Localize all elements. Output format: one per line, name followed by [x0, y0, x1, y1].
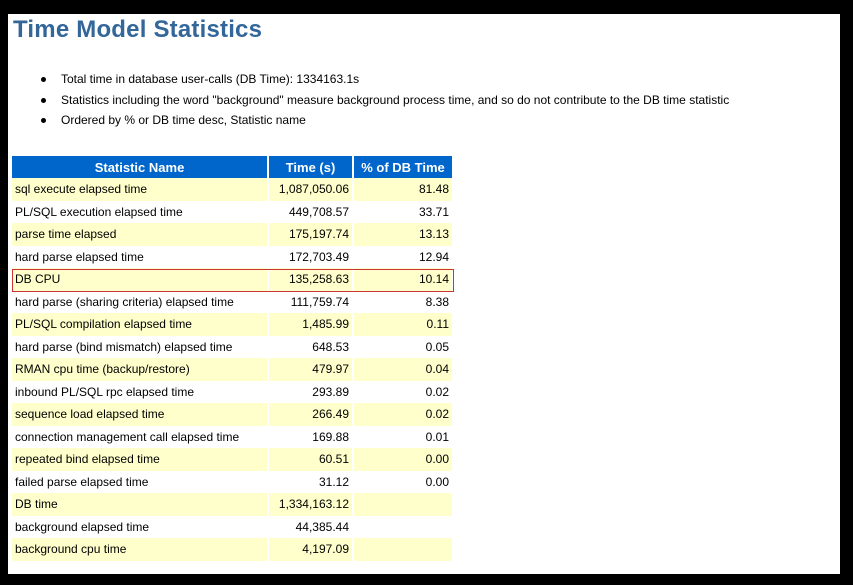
note-text: Total time in database user-calls (DB Ti… [61, 72, 360, 86]
table-row: PL/SQL execution elapsed time 449,708.57 3… [12, 200, 452, 223]
pct-cell: 0.04 [354, 358, 452, 381]
table-row: hard parse elapsed time 172,703.49 12.94 [12, 245, 452, 268]
header-pct-db-time: % of DB Time [354, 156, 452, 178]
statistic-name-cell: background elapsed time [12, 515, 269, 538]
time-cell: 111,759.74 [269, 290, 354, 313]
statistic-name-cell: hard parse (bind mismatch) elapsed time [12, 335, 269, 358]
note-item: Total time in database user-calls (DB Ti… [40, 69, 729, 90]
table-row: hard parse (bind mismatch) elapsed time 6… [12, 335, 452, 358]
pct-cell: 0.00 [354, 470, 452, 493]
table-row: parse time elapsed 175,197.74 13.13 [12, 223, 452, 246]
bullet-icon [41, 77, 46, 82]
statistic-name-cell: hard parse elapsed time [12, 245, 269, 268]
statistic-name-cell: sql execute elapsed time [12, 178, 269, 201]
note-item: Statistics including the word "backgroun… [40, 90, 729, 111]
table-row: DB time 1,334,163.12 [12, 493, 452, 516]
pct-cell: 13.13 [354, 223, 452, 246]
time-cell: 44,385.44 [269, 515, 354, 538]
statistic-name-cell: repeated bind elapsed time [12, 448, 269, 471]
time-cell: 4,197.09 [269, 538, 354, 561]
pct-cell [354, 493, 452, 516]
pct-cell [354, 538, 452, 561]
pct-cell: 0.05 [354, 335, 452, 358]
pct-cell: 0.02 [354, 380, 452, 403]
pct-cell: 81.48 [354, 178, 452, 201]
time-cell: 479.97 [269, 358, 354, 381]
pct-cell: 0.02 [354, 403, 452, 426]
page-title: Time Model Statistics [13, 16, 263, 43]
table-row: hard parse (sharing criteria) elapsed ti… [12, 290, 452, 313]
statistic-name-cell: background cpu time [12, 538, 269, 561]
statistic-name-cell: sequence load elapsed time [12, 403, 269, 426]
table-row: repeated bind elapsed time 60.51 0.00 [12, 448, 452, 471]
note-text: Statistics including the word "backgroun… [61, 92, 730, 107]
statistic-name-cell: connection management call elapsed time [12, 425, 269, 448]
statistic-name-cell: hard parse (sharing criteria) elapsed ti… [12, 290, 269, 313]
table-row: RMAN cpu time (backup/restore) 479.97 0.04 [12, 358, 452, 381]
notes-list: Total time in database user-calls (DB Ti… [40, 69, 729, 131]
bullet-icon [41, 97, 46, 103]
table-row: PL/SQL compilation elapsed time 1,485.99 0… [12, 313, 452, 336]
time-cell: 169.88 [269, 425, 354, 448]
time-cell: 1,334,163.12 [269, 493, 354, 516]
time-cell: 293.89 [269, 380, 354, 403]
bullet-icon [41, 118, 46, 123]
pct-cell: 0.11 [354, 313, 452, 336]
note-text: Ordered by % or DB time desc, Statistic … [61, 113, 306, 127]
pct-cell: 12.94 [354, 245, 452, 268]
time-cell: 1,485.99 [269, 313, 354, 336]
statistic-name-cell: DB CPU [12, 268, 269, 291]
time-cell: 31.12 [269, 470, 354, 493]
report-page: Time Model Statistics Total time in data… [8, 14, 840, 574]
header-statistic-name: Statistic Name [12, 156, 269, 178]
table-row: sequence load elapsed time 266.49 0.02 [12, 403, 452, 426]
statistic-name-cell: parse time elapsed [12, 223, 269, 246]
note-item: Ordered by % or DB time desc, Statistic … [40, 110, 729, 131]
time-cell: 449,708.57 [269, 200, 354, 223]
pct-cell: 33.71 [354, 200, 452, 223]
statistic-name-cell: inbound PL/SQL rpc elapsed time [12, 380, 269, 403]
table-row-highlighted: DB CPU 135,258.63 10.14 [12, 268, 452, 291]
table-row: background cpu time 4,197.09 [12, 538, 452, 561]
pct-cell [354, 515, 452, 538]
time-cell: 172,703.49 [269, 245, 354, 268]
time-cell: 60.51 [269, 448, 354, 471]
time-cell: 175,197.74 [269, 223, 354, 246]
table-header-row: Statistic Name Time (s) % of DB Time [12, 156, 452, 178]
table-row: failed parse elapsed time 31.12 0.00 [12, 470, 452, 493]
table-row: background elapsed time 44,385.44 [12, 515, 452, 538]
pct-cell: 10.14 [354, 268, 452, 291]
time-model-table: Statistic Name Time (s) % of DB Time sql… [12, 156, 452, 561]
statistic-name-cell: PL/SQL execution elapsed time [12, 200, 269, 223]
table-row: connection management call elapsed time 1… [12, 425, 452, 448]
time-cell: 648.53 [269, 335, 354, 358]
time-cell: 1,087,050.06 [269, 178, 354, 201]
table-row: inbound PL/SQL rpc elapsed time 293.89 0.0… [12, 380, 452, 403]
time-cell: 135,258.63 [269, 268, 354, 291]
table-row: sql execute elapsed time 1,087,050.06 81.4… [12, 178, 452, 201]
pct-cell: 0.01 [354, 425, 452, 448]
header-time: Time (s) [269, 156, 354, 178]
time-cell: 266.49 [269, 403, 354, 426]
statistic-name-cell: RMAN cpu time (backup/restore) [12, 358, 269, 381]
pct-cell: 0.00 [354, 448, 452, 471]
statistic-name-cell: DB time [12, 493, 269, 516]
statistic-name-cell: PL/SQL compilation elapsed time [12, 313, 269, 336]
pct-cell: 8.38 [354, 290, 452, 313]
statistic-name-cell: failed parse elapsed time [12, 470, 269, 493]
